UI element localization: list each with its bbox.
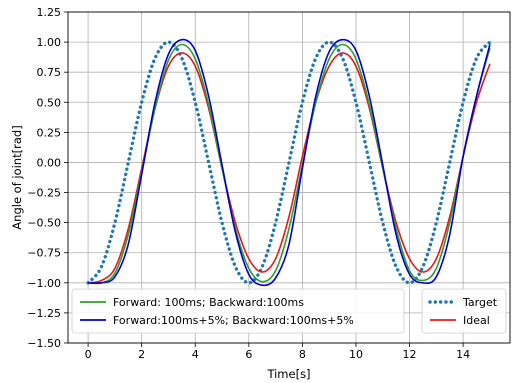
legend-label-ideal: Ideal — [463, 314, 490, 327]
series-line-target — [86, 40, 492, 285]
legend-label-forward-100ms-5-backward-100ms-5: Forward:100ms+5%; Backward:100ms+5% — [113, 314, 354, 327]
y-tick-label: −0.50 — [27, 217, 61, 230]
y-axis-label: Angle of joint[rad] — [10, 125, 24, 229]
legends: Forward: 100ms; Backward:100ms Forward:10… — [71, 288, 507, 334]
y-tick-label: −0.75 — [27, 247, 61, 260]
legend-label-target: Target — [462, 296, 498, 309]
legend-lower-left: Forward: 100ms; Backward:100ms Forward:10… — [71, 288, 405, 334]
x-tick-label: 4 — [192, 348, 199, 361]
legend-lower-right: Target Ideal — [421, 288, 507, 334]
y-tick-label: 0.75 — [37, 66, 62, 79]
x-tick-label: 12 — [403, 348, 417, 361]
x-tick-label: 14 — [456, 348, 470, 361]
y-tick-label: 0.25 — [37, 126, 62, 139]
y-tick-label: −1.50 — [27, 337, 61, 350]
x-tick-label: 6 — [245, 348, 252, 361]
y-tick-label: −1.00 — [27, 277, 61, 290]
y-tick-label: 1.25 — [37, 6, 62, 19]
series-line-forward-100ms-5-backward-100ms-5 — [88, 38, 491, 287]
x-tick-label: 2 — [138, 348, 145, 361]
plot-frame — [67, 11, 511, 344]
x-tick-label: 0 — [85, 348, 92, 361]
x-tick-label: 10 — [349, 348, 363, 361]
y-tick-label: 1.00 — [37, 36, 62, 49]
series-layer — [86, 38, 492, 287]
y-tick-label: −1.25 — [27, 307, 61, 320]
y-tick-label: −0.25 — [27, 187, 61, 200]
legend-lower-right-box — [421, 288, 507, 334]
series-line-forward-100ms-backward-100ms — [88, 43, 491, 285]
legend-label-forward-100ms-backward-100ms: Forward: 100ms; Backward:100ms — [113, 296, 304, 309]
axis-ticks: 0 2 4 6 8 10 12 14 −1.50 −1.25 −1.00 −0.75 −0.50 −0.2… — [27, 6, 470, 361]
x-tick-label: 8 — [299, 348, 306, 361]
y-tick-label: 0.50 — [37, 96, 62, 109]
y-tick-label: 0.00 — [37, 156, 62, 169]
x-axis-label: Time[s] — [266, 367, 310, 381]
legend-lower-left-box — [71, 288, 405, 334]
